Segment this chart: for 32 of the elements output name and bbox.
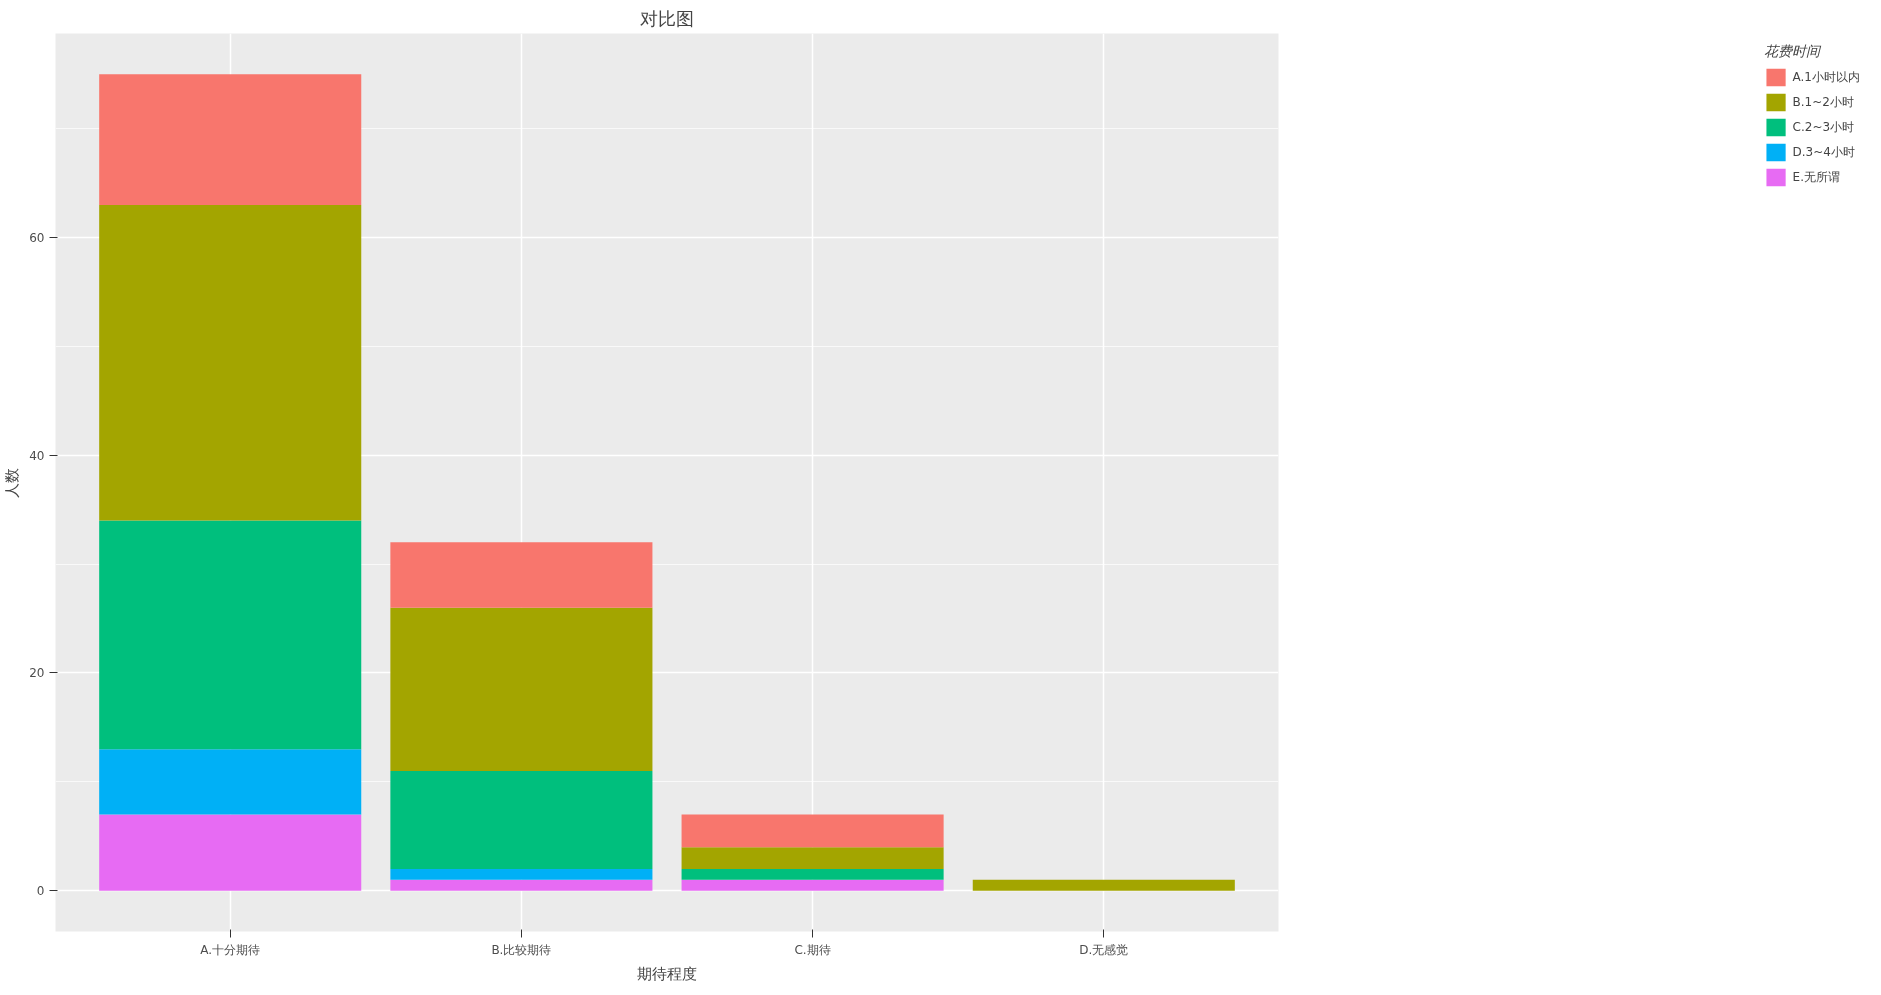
bar — [390, 542, 653, 608]
bar — [681, 814, 944, 848]
bar — [681, 847, 944, 869]
y-tick-label: 40 — [29, 448, 45, 463]
bar — [99, 204, 362, 521]
bar — [390, 770, 653, 869]
y-tick-label: 0 — [36, 884, 45, 899]
chart-title: 对比图 — [640, 7, 694, 29]
bar — [681, 868, 944, 880]
legend-label: A.1小时以内 — [1792, 68, 1860, 86]
bar — [390, 879, 653, 891]
x-tick-label: C.期待 — [794, 942, 831, 957]
x-tick-label: D.无感觉 — [1079, 942, 1129, 957]
y-tick-label: 20 — [29, 666, 45, 681]
bar — [390, 868, 653, 880]
legend-title: 花费时间 — [1763, 43, 1822, 61]
y-axis-title: 人数 — [3, 467, 22, 498]
x-tick-label: A.十分期待 — [200, 942, 261, 957]
bar — [99, 814, 362, 891]
legend-label: B.1~2小时 — [1792, 93, 1854, 111]
legend-label: D.3~4小时 — [1792, 143, 1855, 161]
legend-label: C.2~3小时 — [1792, 118, 1855, 136]
bar — [390, 607, 653, 771]
y-tick-label: 60 — [29, 231, 45, 246]
bar — [99, 749, 362, 815]
legend-label: E.无所谓 — [1792, 168, 1840, 186]
x-tick-label: B.比较期待 — [491, 942, 552, 957]
bar — [681, 879, 944, 891]
bar — [99, 74, 362, 205]
bar — [99, 520, 362, 750]
x-axis-title: 期待程度 — [637, 964, 697, 983]
bar — [972, 879, 1235, 891]
